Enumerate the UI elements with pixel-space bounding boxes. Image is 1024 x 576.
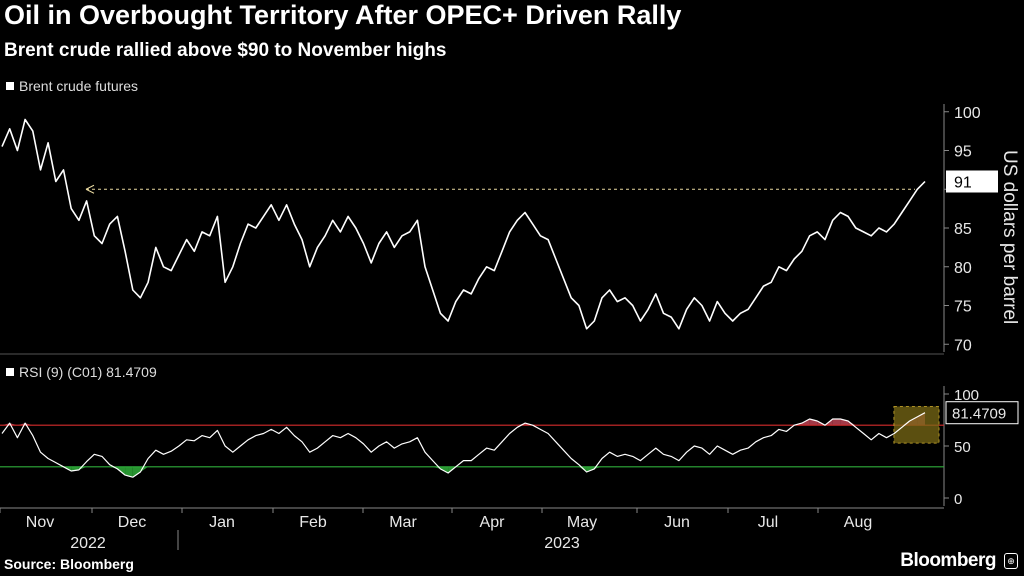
x-year-label: 2023 <box>544 535 580 552</box>
price-last-value-label: 91 <box>954 175 972 192</box>
rsi-oversold-fill <box>125 466 133 478</box>
x-month-label: Feb <box>299 514 327 531</box>
rsi-overbought-fill <box>832 418 841 426</box>
rsi-y-tick-label: 100 <box>954 387 979 404</box>
x-month-label: Aug <box>844 514 872 531</box>
rsi-legend-swatch <box>6 368 14 376</box>
rsi-oversold-fill <box>578 466 587 472</box>
rsi-y-tick-label: 0 <box>954 491 962 508</box>
rsi-y-tick-label: 50 <box>954 439 971 456</box>
rsi-oversold-fill <box>132 466 141 478</box>
price-y-tick-label: 75 <box>954 299 972 316</box>
x-month-label: Apr <box>480 514 506 531</box>
price-y-tick-label: 100 <box>954 105 981 122</box>
price-y-tick-label: 85 <box>954 221 972 238</box>
x-month-label: Nov <box>26 514 54 531</box>
rsi-series-line <box>1 412 926 478</box>
rsi-legend: RSI (9) (C01) 81.4709 <box>6 364 157 380</box>
price-legend-swatch <box>6 82 14 90</box>
bloomberg-logo: Bloomberg <box>900 550 996 571</box>
rsi-overbought-fill <box>840 418 849 426</box>
rsi-last-value-box <box>945 401 1019 425</box>
price-y-axis-label: US dollars per barrel <box>999 150 1020 324</box>
x-month-label: Jan <box>209 514 235 531</box>
price-series-line <box>1 118 926 330</box>
rsi-last-value-label: 81.4709 <box>952 406 1006 423</box>
x-month-label: Mar <box>389 514 417 531</box>
price-y-tick-label: 95 <box>954 144 972 161</box>
rsi-legend-label: RSI (9) (C01) 81.4709 <box>19 364 157 380</box>
chart-title: Oil in Overbought Territory After OPEC+ … <box>4 0 682 30</box>
x-month-label: Jul <box>758 514 778 531</box>
source-note: Source: Bloomberg <box>4 556 134 572</box>
price-y-tick-label: 70 <box>954 337 972 354</box>
rsi-highlight-box <box>893 405 940 444</box>
rsi-threshold-fills <box>2 412 925 478</box>
reference-arrow-icon <box>85 184 95 194</box>
price-last-value-box <box>946 170 998 193</box>
bloomberg-mark-icon: ⊕ <box>1004 553 1018 569</box>
x-month-label: Dec <box>118 514 146 531</box>
chart-subtitle: Brent crude rallied above $90 to Novembe… <box>4 40 447 61</box>
price-y-tick-label: 80 <box>954 260 972 277</box>
price-legend-label: Brent crude futures <box>19 78 139 94</box>
x-month-label: Jun <box>664 514 690 531</box>
x-month-label: May <box>567 514 597 531</box>
x-year-label: 2022 <box>70 535 106 552</box>
rsi-overbought-fill <box>809 418 818 426</box>
price-legend: Brent crude futures <box>6 78 138 94</box>
